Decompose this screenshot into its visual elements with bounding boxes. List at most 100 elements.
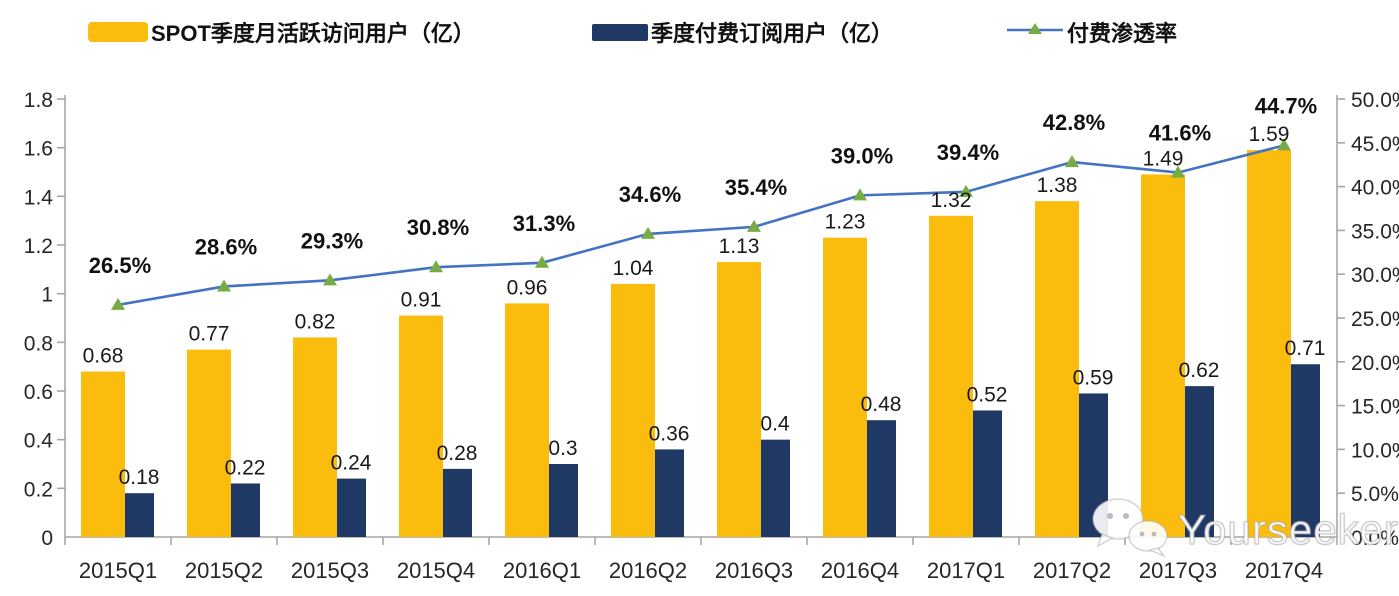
right-axis-tick-label: 15.0% <box>1351 396 1399 419</box>
subscribers-value-label-2016Q1: 0.3 <box>548 437 577 460</box>
bar-subscribers-2015Q3 <box>337 478 366 537</box>
subscribers-value-label-2016Q2: 0.36 <box>649 422 690 445</box>
right-axis-tick-label: 0.0% <box>1351 527 1399 550</box>
left-axis-tick-label: 0.2 <box>24 478 53 501</box>
right-axis-tick-label: 35.0% <box>1351 220 1399 243</box>
mau-value-label-2016Q4: 1.23 <box>825 211 866 234</box>
bar-mau-2016Q2 <box>611 283 655 537</box>
penetration-rate-label-2016Q4: 39.0% <box>831 143 893 168</box>
bar-mau-2015Q2 <box>187 349 231 537</box>
right-axis-tick-label: 30.0% <box>1351 264 1399 287</box>
right-axis-tick-label: 5.0% <box>1351 483 1399 506</box>
left-axis-tick-label: 0.4 <box>24 430 54 453</box>
mau-value-label-2015Q2: 0.77 <box>189 323 230 346</box>
legend-item-penetration-rate: 付费渗透率 <box>1006 18 1177 46</box>
bar-mau-2015Q4 <box>399 315 443 537</box>
bar-mau-2017Q3 <box>1141 174 1185 537</box>
bar-subscribers-2017Q3 <box>1185 386 1214 537</box>
right-axis-tick-label: 25.0% <box>1351 308 1399 331</box>
mau-value-label-2015Q3: 0.82 <box>295 310 336 333</box>
bar-mau-2016Q1 <box>505 303 549 537</box>
x-axis-label-2016Q2: 2016Q2 <box>609 558 687 583</box>
legend-item-subscribers: 季度付费订阅用户（亿） <box>592 18 893 46</box>
line-marker-2017Q2 <box>1065 155 1079 168</box>
right-axis-tick-label: 20.0% <box>1351 352 1399 375</box>
mau-value-label-2017Q3: 1.49 <box>1143 147 1184 170</box>
mau-value-label-2017Q4: 1.59 <box>1249 123 1290 146</box>
bar-mau-2017Q2 <box>1035 201 1079 537</box>
subscribers-value-label-2015Q3: 0.24 <box>331 452 372 475</box>
chart-legend: SPOT季度月活跃访问用户（亿） 季度付费订阅用户（亿） 付费渗透率 <box>0 18 1399 50</box>
x-axis-label-2017Q1: 2017Q1 <box>927 558 1005 583</box>
left-axis-tick-label: 1.6 <box>24 138 53 161</box>
bar-subscribers-2016Q2 <box>655 449 684 537</box>
subscribers-value-label-2015Q1: 0.18 <box>119 466 160 489</box>
subscribers-value-label-2017Q4: 0.71 <box>1285 337 1326 360</box>
x-axis-label-2015Q1: 2015Q1 <box>79 558 157 583</box>
x-axis-label-2017Q2: 2017Q2 <box>1033 558 1111 583</box>
mau-legend-swatch <box>88 22 148 42</box>
penetration-rate-label-2015Q4: 30.8% <box>407 215 469 240</box>
line-marker-2017Q1 <box>959 184 973 197</box>
bar-mau-2017Q4 <box>1247 150 1291 537</box>
right-axis-tick-label: 50.0% <box>1351 89 1399 112</box>
penetration-rate-legend-label: 付费渗透率 <box>1067 21 1178 46</box>
subscribers-value-label-2017Q2: 0.59 <box>1073 366 1114 389</box>
bar-subscribers-2017Q1 <box>973 410 1002 537</box>
mau-value-label-2015Q1: 0.68 <box>83 345 124 368</box>
left-axis-tick-label: 0.6 <box>24 381 53 404</box>
penetration-rate-label-2015Q3: 29.3% <box>301 228 363 253</box>
bar-mau-2016Q4 <box>823 237 867 537</box>
bar-subscribers-2016Q3 <box>761 439 790 537</box>
penetration-rate-label-2015Q1: 26.5% <box>89 253 151 278</box>
subscribers-legend-swatch <box>592 23 648 41</box>
left-axis-tick-label: 0 <box>41 527 53 550</box>
mau-legend-label: SPOT季度月活跃访问用户（亿） <box>151 21 475 46</box>
penetration-rate-label-2017Q2: 42.8% <box>1043 110 1105 135</box>
penetration-rate-label-2017Q1: 39.4% <box>937 140 999 165</box>
x-axis-label-2016Q1: 2016Q1 <box>503 558 581 583</box>
line-marker-2015Q4 <box>429 260 443 273</box>
subscribers-value-label-2016Q3: 0.4 <box>760 413 790 436</box>
bar-mau-2016Q3 <box>717 262 761 537</box>
line-marker-2017Q3 <box>1171 165 1185 178</box>
line-marker-2017Q4 <box>1277 138 1291 151</box>
bar-subscribers-2015Q2 <box>231 483 260 537</box>
left-axis-tick-label: 1.8 <box>24 89 53 112</box>
bar-subscribers-2017Q2 <box>1079 393 1108 537</box>
left-axis-tick-label: 0.8 <box>24 332 53 355</box>
left-axis-tick-label: 1.2 <box>24 235 53 258</box>
bar-subscribers-2017Q4 <box>1291 364 1320 537</box>
bar-subscribers-2016Q1 <box>549 464 578 537</box>
penetration-rate-label-2016Q1: 31.3% <box>513 211 575 236</box>
subscribers-value-label-2017Q1: 0.52 <box>967 383 1008 406</box>
left-axis-tick-label: 1 <box>41 284 53 307</box>
mau-value-label-2017Q2: 1.38 <box>1037 174 1078 197</box>
x-axis-label-2015Q2: 2015Q2 <box>185 558 263 583</box>
mau-value-label-2016Q1: 0.96 <box>507 276 548 299</box>
bar-subscribers-2015Q4 <box>443 468 472 537</box>
line-marker-2016Q2 <box>641 226 655 239</box>
subscribers-legend-label: 季度付费订阅用户（亿） <box>651 21 894 46</box>
legend-item-mau: SPOT季度月活跃访问用户（亿） <box>88 18 475 46</box>
bar-subscribers-2015Q1 <box>125 493 154 537</box>
subscribers-value-label-2015Q2: 0.22 <box>225 456 266 479</box>
mau-value-label-2017Q1: 1.32 <box>931 189 972 212</box>
bar-mau-2015Q1 <box>81 371 125 537</box>
penetration-rate-label-2015Q2: 28.6% <box>195 234 257 259</box>
bar-mau-2017Q1 <box>929 215 973 538</box>
right-axis-tick-label: 45.0% <box>1351 133 1399 156</box>
penetration-rate-label-2016Q3: 35.4% <box>725 175 787 200</box>
subscribers-value-label-2017Q3: 0.62 <box>1179 359 1220 382</box>
mau-value-label-2015Q4: 0.91 <box>401 289 442 312</box>
x-axis-label-2017Q3: 2017Q3 <box>1139 558 1217 583</box>
x-axis-label-2016Q4: 2016Q4 <box>821 558 899 583</box>
penetration-rate-label-2016Q2: 34.6% <box>619 182 681 207</box>
subscribers-value-label-2015Q4: 0.28 <box>437 442 478 465</box>
line-marker-2016Q4 <box>853 188 867 201</box>
left-axis-tick-label: 1.4 <box>24 186 54 209</box>
x-axis-label-2015Q3: 2015Q3 <box>291 558 369 583</box>
mau-value-label-2016Q3: 1.13 <box>719 235 760 258</box>
